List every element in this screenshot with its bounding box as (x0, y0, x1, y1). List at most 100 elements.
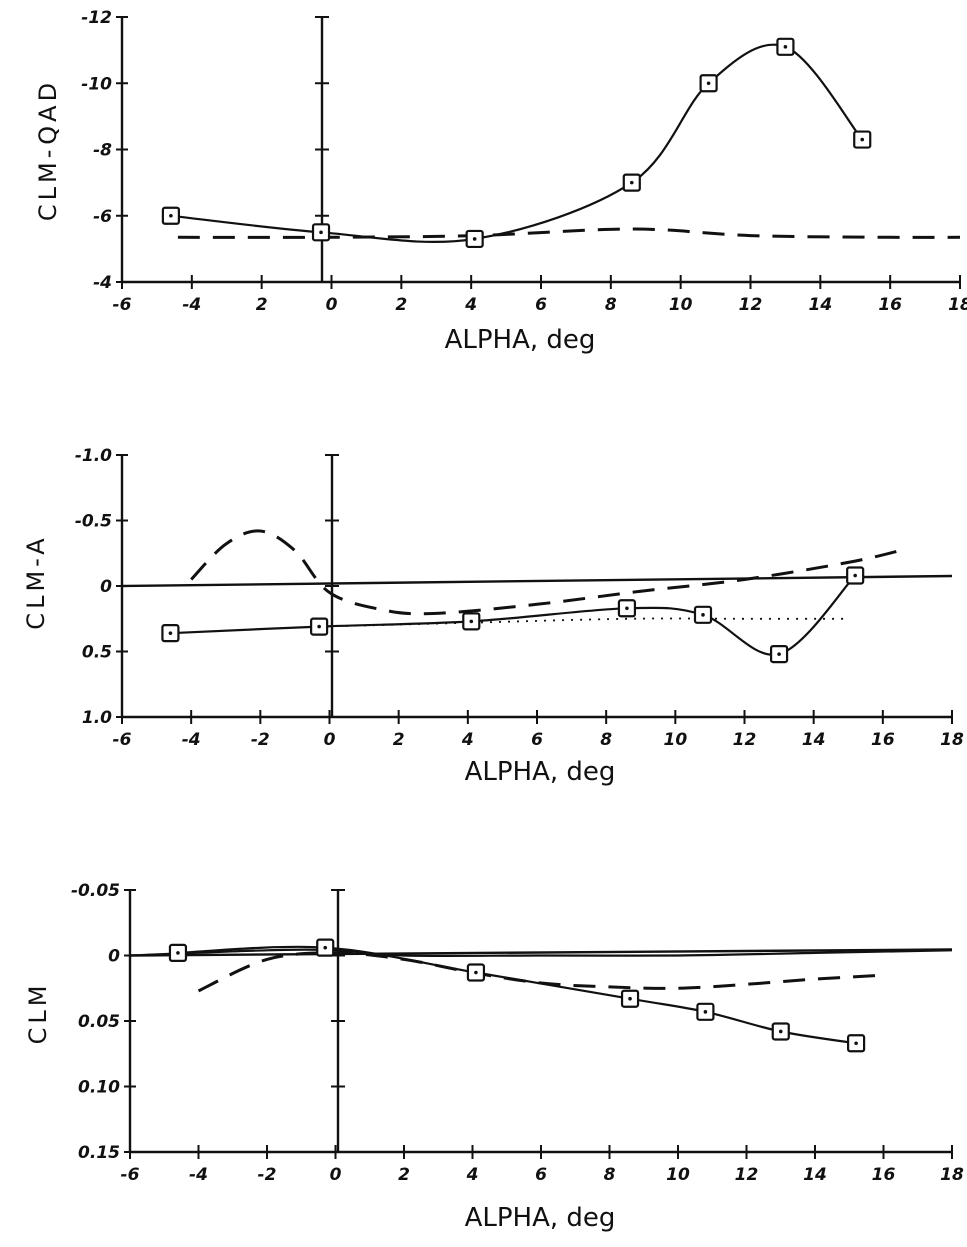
clm-x-tick-label: 6 (535, 1165, 547, 1185)
clm-a-x-tick-label: 8 (600, 730, 612, 750)
clm-qad-data-point-dot (860, 137, 865, 142)
clm-x-tick-label: 8 (604, 1165, 616, 1185)
clm-qad-y-axis-title: CLM-QAD (34, 79, 62, 221)
clm-a-x-axis-title: ALPHA, deg (465, 757, 616, 787)
clm-data-point-dot (176, 951, 180, 955)
clm-qad-x-tick-label: -6 (113, 295, 132, 315)
clm-a-x-tick-label: 14 (802, 730, 826, 750)
clm-a-data-point-dot (625, 606, 629, 611)
clm-qad-y-tick-label: -8 (93, 141, 112, 161)
clm-a-x-tick-label: 2 (393, 730, 405, 750)
clm-a-x-tick-label: -6 (113, 730, 132, 750)
clm-a-curves (170, 529, 901, 656)
clm-x-tick-label: 10 (666, 1165, 690, 1185)
clm-qad-markers (161, 37, 872, 249)
clm-data-point-dot (778, 1029, 783, 1034)
clm-ticks: -6 -4 -2 0 2 4 6 8 10 12 14 16 18 -0.05 0 0.05 0.10 0.15 (71, 881, 964, 1185)
clm-y-axis-title: CLM (24, 982, 52, 1045)
chart-clm-qad: -6-42024681012141618-12-10-8-6-4 ALPHA, … (34, 8, 967, 355)
clm-a-x-tick-label: 10 (663, 730, 687, 750)
clm-a-y-tick-label: 0 (100, 577, 112, 597)
clm-x-tick-label: 14 (803, 1165, 827, 1185)
clm-x-tick-label: 4 (466, 1165, 479, 1185)
clm-qad-data-point-dot (319, 230, 323, 235)
clm-qad-data-point-dot (472, 237, 477, 241)
clm-x-tick-label: 18 (940, 1165, 964, 1185)
clm-a-markers (161, 566, 865, 664)
clm-qad-y-tick-label: -10 (81, 74, 112, 94)
clm-a-x-tick-label: 16 (871, 730, 895, 750)
chart-clm: -6 -4 -2 0 2 4 6 8 10 12 14 16 18-0.0500.050.100.15 … (24, 881, 964, 1233)
clm-a-x-tick-label: 18 (940, 730, 964, 750)
clm-a-data-point-dot (777, 652, 781, 656)
clm-qad-y-tick-label: -6 (93, 207, 112, 227)
clm-series-solid (129, 948, 953, 957)
clm-data-point-dot (854, 1041, 858, 1046)
clm-a-x-tick-label: 6 (531, 730, 543, 750)
clm-a-y-tick-label: 1.0 (82, 708, 112, 728)
clm-curves (129, 945, 953, 1045)
clm-a-data-point-dot (317, 624, 321, 629)
clm-data-point-dot (474, 970, 478, 975)
clm-qad-curves (170, 43, 961, 243)
clm-qad-data-point-dot (783, 45, 788, 49)
clm-qad-x-tick-label: 0 (326, 295, 338, 315)
clm-qad-x-tick-label: 16 (878, 295, 902, 315)
clm-a-x-tick-label: 0 (324, 730, 336, 750)
clm-qad-x-tick-label: 8 (605, 295, 617, 315)
clm-qad-series-solid-with-square-markers (170, 43, 864, 243)
clm-y-tick-label: 0.05 (78, 1012, 120, 1032)
clm-data-point-dot (628, 996, 632, 1001)
clm-qad-x-tick-label: 14 (808, 295, 832, 315)
clm-a-x-tick-label: -2 (251, 730, 270, 750)
clm-qad-data-point-dot (706, 81, 711, 86)
clm-qad-x-tick-label: 18 (948, 295, 967, 315)
clm-a-y-tick-label: 0.5 (82, 643, 112, 663)
clm-a-series-solid-with-square-markers (170, 574, 856, 656)
clm-qad-x-tick-label: 2 (256, 295, 268, 315)
clm-x-tick-label: 2 (398, 1165, 410, 1185)
clm-a-data-point-dot (168, 631, 173, 635)
clm-a-x-tick-label: -4 (182, 730, 201, 750)
clm-qad-x-tick-label: 6 (535, 295, 547, 315)
clm-qad-data-point-dot (169, 213, 173, 218)
clm-x-tick-label: -4 (189, 1165, 208, 1185)
clm-a-y-tick-label: -0.5 (75, 512, 112, 532)
clm-qad-x-tick-label: 2 (395, 295, 407, 315)
clm-qad-x-tick-label: -4 (182, 295, 201, 315)
clm-data-point-dot (703, 1010, 708, 1014)
clm-qad-y-tick-label: -12 (81, 8, 112, 28)
clm-qad-x-tick-label: 4 (464, 295, 477, 315)
clm-a-data-point-dot (853, 573, 857, 578)
clm-qad-x-axis-title: ALPHA, deg (445, 325, 596, 355)
clm-y-tick-label: 0.15 (78, 1143, 120, 1163)
chart-clm-a: -6 -4 -2 0 2 4 6 8 10 12 14 16 18 -1.0 -0.5 0 0.5 1.0 ALP… (22, 446, 964, 787)
clm-qad-x-tick-label: 10 (669, 295, 693, 315)
clm-y-tick-label: 0 (108, 947, 120, 967)
clm-qad-ticks: -6-42024681012141618-12-10-8-6-4 (81, 8, 967, 315)
clm-x-tick-label: 16 (872, 1165, 896, 1185)
clm-x-tick-label: 12 (735, 1165, 759, 1185)
clm-zero-coef-line (129, 948, 953, 957)
clm-a-series-dotted (319, 617, 849, 628)
clm-y-tick-label: -0.05 (71, 881, 120, 901)
clm-a-series-dashed (190, 529, 901, 616)
clm-x-axis-title: ALPHA, deg (465, 1203, 616, 1233)
clm-data-point-dot (323, 945, 328, 950)
clm-a-x-tick-label: 12 (733, 730, 757, 750)
clm-qad-y-tick-label: -4 (93, 273, 112, 293)
clm-a-ticks: -6 -4 -2 0 2 4 6 8 10 12 14 16 18 -1.0 -0.5 0 0.5 1.0 (75, 446, 964, 750)
clm-x-tick-label: -6 (121, 1165, 140, 1185)
clm-markers (168, 938, 866, 1053)
clm-x-tick-label: 0 (330, 1165, 342, 1185)
clm-a-y-axis-title: CLM-A (22, 534, 50, 629)
clm-series-dashed (197, 951, 884, 993)
clm-a-data-point-dot (469, 619, 474, 624)
clm-a-zero-coef-line (121, 574, 953, 588)
clm-series-solid-with-square-markers (177, 945, 857, 1045)
clm-a-x-tick-label: 4 (461, 730, 474, 750)
clm-qad-data-point-dot (629, 180, 634, 185)
clm-y-tick-label: 0.10 (78, 1078, 120, 1098)
clm-qad-x-tick-label: 12 (739, 295, 763, 315)
